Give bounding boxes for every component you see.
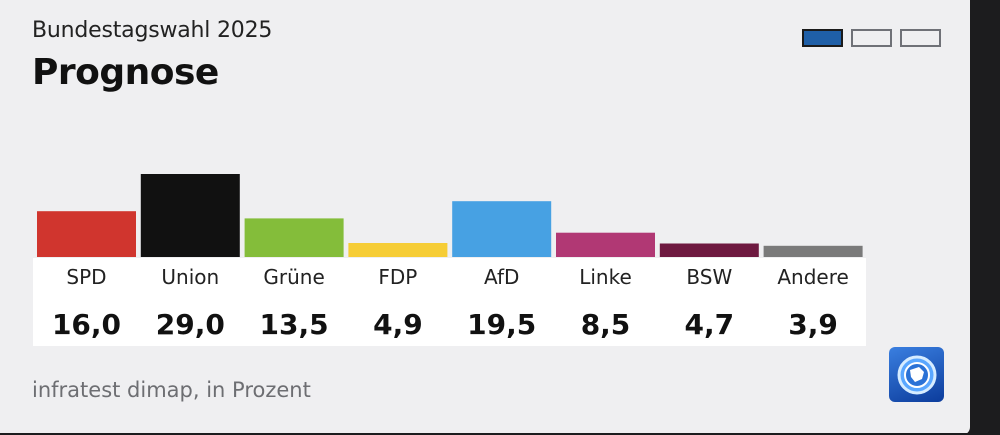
pager-dot-3[interactable] [900, 29, 941, 47]
party-label: AfD [484, 265, 519, 289]
window-edge [970, 0, 1000, 435]
party-value: 29,0 [156, 308, 225, 341]
party-value: 3,9 [788, 308, 838, 341]
bar-grüne[interactable] [244, 218, 344, 257]
bar-fdp[interactable] [348, 243, 448, 257]
tagesschau-logo-icon[interactable] [889, 347, 944, 402]
chart-title: Prognose [32, 52, 219, 93]
chart-pager [802, 29, 941, 47]
party-value: 4,7 [684, 308, 734, 341]
party-label: Union [161, 265, 219, 289]
bar-chart: SPD 16,0 Union 29,0 Grüne 13,5 FDP 4,9 AfD 19,5 Li… [37, 174, 863, 341]
party-value: 8,5 [581, 308, 631, 341]
bar-union[interactable] [140, 174, 240, 257]
chart-supertitle: Bundestagswahl 2025 [32, 18, 273, 43]
party-label: SPD [66, 265, 106, 289]
bar-afd[interactable] [452, 201, 552, 257]
results-table [33, 258, 866, 346]
source-note: infratest dimap, in Prozent [32, 378, 311, 402]
bar-andere[interactable] [763, 245, 863, 257]
window-edge-bottom [0, 433, 970, 435]
globe-icon [897, 355, 936, 394]
bar-linke[interactable] [556, 232, 655, 257]
party-label: Linke [579, 265, 632, 289]
pager-dot-2[interactable] [851, 29, 892, 47]
party-label: BSW [686, 265, 732, 289]
bar-bsw[interactable] [659, 243, 759, 258]
chart-card: Bundestagswahl 2025 Prognose SPD 16,0 Unio… [0, 0, 970, 435]
pager-dot-1[interactable] [802, 29, 843, 47]
party-label: FDP [378, 265, 417, 289]
party-value: 19,5 [467, 308, 536, 341]
party-value: 16,0 [52, 308, 121, 341]
party-value: 4,9 [373, 308, 423, 341]
bar-spd[interactable] [37, 211, 136, 257]
party-value: 13,5 [260, 308, 329, 341]
party-label: Andere [777, 265, 848, 289]
party-label: Grüne [263, 265, 324, 289]
